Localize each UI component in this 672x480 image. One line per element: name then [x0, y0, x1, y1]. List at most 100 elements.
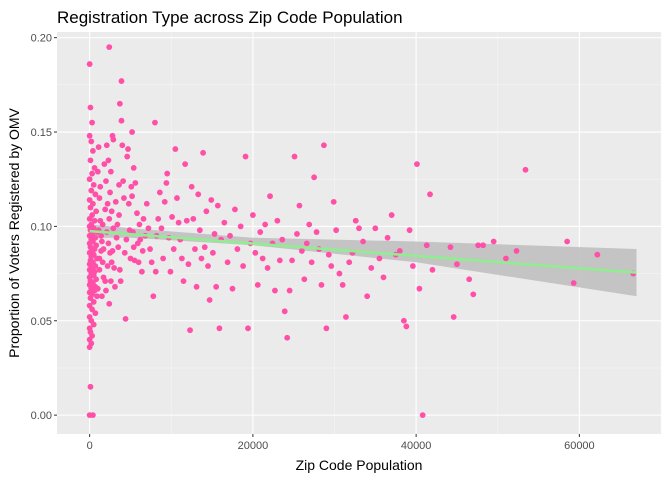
- data-point: [200, 149, 207, 156]
- data-point: [125, 146, 131, 152]
- data-point: [111, 265, 118, 271]
- data-point: [339, 282, 346, 288]
- data-point: [343, 314, 349, 320]
- data-point: [321, 142, 327, 149]
- data-point: [429, 266, 436, 273]
- data-point: [360, 238, 366, 245]
- data-point: [237, 223, 244, 230]
- data-point: [203, 208, 210, 215]
- data-point: [89, 306, 95, 313]
- data-point: [570, 280, 577, 286]
- data-point: [352, 217, 359, 224]
- data-point: [182, 161, 189, 168]
- data-point: [214, 202, 221, 209]
- data-point: [296, 202, 303, 209]
- data-point: [522, 166, 529, 173]
- data-point: [336, 270, 343, 277]
- data-point: [122, 315, 129, 322]
- data-point: [252, 249, 259, 256]
- data-point: [104, 263, 111, 269]
- x-tick-label: 20000: [238, 440, 269, 452]
- x-axis-ticks: 0 20000 40000 60000: [87, 434, 595, 452]
- data-point: [242, 153, 249, 160]
- data-point: [89, 170, 95, 177]
- data-point: [93, 276, 100, 283]
- data-point: [209, 249, 216, 256]
- data-point: [245, 325, 251, 332]
- data-point: [259, 255, 266, 262]
- data-point: [99, 259, 106, 266]
- data-point: [92, 310, 99, 317]
- data-point: [276, 257, 283, 264]
- data-point: [594, 251, 601, 258]
- data-point: [128, 183, 135, 190]
- data-point: [116, 266, 123, 273]
- data-point: [172, 146, 179, 152]
- data-point: [107, 168, 114, 175]
- data-point: [193, 283, 200, 290]
- data-point: [143, 200, 150, 207]
- data-point: [135, 259, 142, 266]
- data-point: [328, 263, 335, 269]
- data-point: [87, 104, 94, 111]
- data-point: [221, 219, 228, 226]
- data-point: [356, 225, 362, 232]
- y-axis-ticks: 0.00 0.05 0.10 0.15 0.20: [31, 33, 57, 422]
- data-point: [211, 231, 218, 237]
- data-point: [447, 244, 454, 251]
- data-point: [91, 217, 98, 224]
- data-point: [105, 240, 112, 247]
- y-tick-label: 0.00: [31, 410, 52, 422]
- data-point: [97, 183, 104, 190]
- data-point: [164, 170, 171, 177]
- data-point: [311, 174, 318, 181]
- chart-title: Registration Type across Zip Code Popula…: [57, 8, 403, 27]
- data-point: [187, 327, 193, 334]
- data-point: [86, 61, 93, 67]
- y-tick-label: 0.05: [31, 316, 52, 328]
- data-point: [178, 255, 185, 262]
- data-point: [148, 259, 155, 266]
- data-point: [240, 263, 246, 269]
- data-point: [93, 208, 100, 215]
- data-point: [281, 308, 288, 315]
- data-point: [286, 287, 293, 294]
- data-point: [86, 197, 93, 203]
- data-point: [155, 215, 162, 222]
- data-point: [419, 412, 426, 419]
- data-point: [86, 176, 93, 183]
- data-point: [183, 217, 190, 224]
- data-point: [227, 232, 233, 239]
- data-point: [89, 119, 95, 126]
- data-point: [466, 276, 473, 283]
- data-point: [427, 191, 433, 198]
- data-point: [103, 287, 109, 294]
- data-point: [161, 198, 168, 205]
- data-point: [102, 278, 109, 285]
- data-point: [380, 274, 387, 281]
- data-point: [95, 144, 102, 151]
- data-point: [376, 255, 383, 262]
- data-point: [169, 214, 175, 220]
- data-point: [86, 132, 93, 139]
- data-point: [98, 293, 105, 300]
- data-point: [88, 187, 95, 194]
- data-point: [450, 314, 457, 320]
- data-point: [129, 129, 135, 135]
- data-point: [175, 219, 182, 226]
- data-point: [213, 283, 220, 290]
- data-point: [112, 283, 118, 290]
- data-point: [90, 412, 96, 419]
- data-point: [109, 248, 116, 254]
- data-point: [475, 242, 482, 249]
- data-point: [313, 229, 320, 235]
- data-point: [294, 231, 300, 237]
- data-point: [272, 287, 278, 294]
- data-point: [196, 227, 203, 234]
- data-point: [90, 181, 97, 188]
- data-point: [232, 206, 238, 213]
- data-point: [323, 325, 330, 332]
- data-point: [414, 161, 420, 168]
- data-point: [190, 215, 197, 222]
